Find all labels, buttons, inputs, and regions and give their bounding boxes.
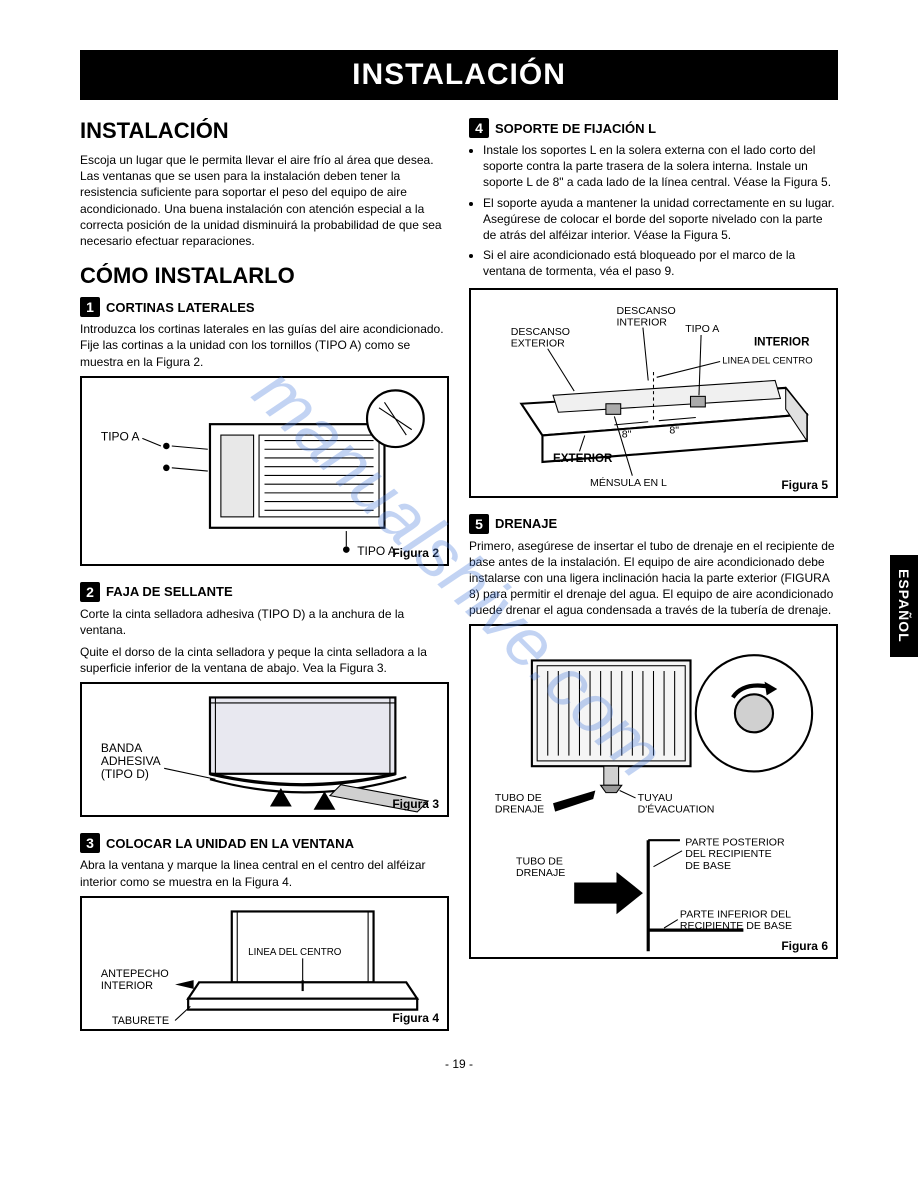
fig5-label-8a: 8": [622, 428, 632, 440]
figure-6-diagram: TUBO DEDRENAJE TUYAUD'ÉVACUATION TUBO DE…: [479, 634, 828, 967]
step2-text1: Corte la cinta selladora adhesiva (TIPO …: [80, 606, 449, 638]
fig6-label-tubo1: TUBO DEDRENAJE: [495, 793, 544, 817]
step2-text2: Quite el dorso de la cinta selladora y p…: [80, 644, 449, 676]
figure-3: BANDA ADHESIVA (TIPO D) Figura 3: [80, 682, 449, 817]
figure-5-diagram: 8" 8" DESCANSOEXTERIOR DESCANSOINTERIOR …: [479, 298, 828, 499]
step4-bullet-1: Instale los soportes L en la solera exte…: [483, 142, 838, 191]
heading-como-instalarlo: CÓMO INSTALARLO: [80, 263, 449, 289]
fig5-label-8b: 8": [669, 424, 679, 436]
left-column: INSTALACIÓN Escoja un lugar que le permi…: [80, 118, 449, 1047]
page-number: - 19 -: [80, 1057, 838, 1071]
step4-bullet-3: Si el aire acondicionado está bloqueado …: [483, 247, 838, 279]
figure-6-label: Figura 6: [781, 939, 828, 953]
fig5-label-desc-int: DESCANSOINTERIOR: [616, 304, 675, 328]
figure-5: 8" 8" DESCANSOEXTERIOR DESCANSOINTERIOR …: [469, 288, 838, 498]
fig6-label-parte-post: PARTE POSTERIOR DEL RECIPIENTE DE BASE: [685, 837, 787, 872]
step1-text: Introduzca los cortinas laterales en las…: [80, 321, 449, 370]
step2-title: FAJA DE SELLANTE: [106, 584, 233, 599]
intro-paragraph: Escoja un lugar que le permita llevar el…: [80, 152, 449, 249]
right-column: 4 SOPORTE DE FIJACIÓN L Instale los sopo…: [469, 118, 838, 1047]
step2-head: 2 FAJA DE SELLANTE: [80, 582, 449, 602]
page-main-title: INSTALACIÓN: [80, 58, 838, 92]
heading-instalacion: INSTALACIÓN: [80, 118, 449, 144]
figure-3-diagram: BANDA ADHESIVA (TIPO D): [90, 692, 439, 817]
drain-arrow-icon: [574, 872, 643, 914]
fig3-label-banda: BANDA ADHESIVA (TIPO D): [101, 741, 164, 781]
step4-number: 4: [469, 118, 489, 138]
step3-head: 3 COLOCAR LA UNIDAD EN LA VENTANA: [80, 833, 449, 853]
figure-4: LINEA DEL CENTRO ANTEPECHO INTERIOR TABU…: [80, 896, 449, 1031]
fig4-label-linea: LINEA DEL CENTRO: [248, 947, 342, 958]
step4-bullets: Instale los soportes L en la solera exte…: [469, 142, 838, 280]
step5-text: Primero, asegúrese de insertar el tubo d…: [469, 538, 838, 619]
figure-2: TIPO A TIPO A Figura 2: [80, 376, 449, 566]
fig5-label-exterior: EXTERIOR: [553, 451, 613, 464]
fig2-label-tipo-a-left: TIPO A: [101, 429, 140, 443]
figure-2-label: Figura 2: [392, 546, 439, 560]
step4-bullet-2: El soporte ayuda a mantener la unidad co…: [483, 195, 838, 244]
fig6-label-tubo2: TUBO DEDRENAJE: [516, 856, 565, 880]
fig6-label-parte-inf: PARTE INFERIOR DEL RECIPIENTE DE BASE: [680, 909, 794, 933]
step1-number: 1: [80, 297, 100, 317]
fig5-label-tipo-a: TIPO A: [685, 322, 720, 334]
fig4-label-taburete: TABURETE: [112, 1015, 169, 1027]
step4-head: 4 SOPORTE DE FIJACIÓN L: [469, 118, 838, 138]
figure-3-label: Figura 3: [392, 797, 439, 811]
figure-4-label: Figura 4: [392, 1011, 439, 1025]
step3-title: COLOCAR LA UNIDAD EN LA VENTANA: [106, 836, 354, 851]
step3-text: Abra la ventana y marque la linea centra…: [80, 857, 449, 889]
step2-number: 2: [80, 582, 100, 602]
step4-title: SOPORTE DE FIJACIÓN L: [495, 121, 656, 136]
figure-2-diagram: TIPO A TIPO A: [90, 386, 439, 571]
step5-head: 5 DRENAJE: [469, 514, 838, 534]
fig2-label-tipo-a-bottom: TIPO A: [357, 544, 396, 558]
fig5-label-linea: LINEA DEL CENTRO: [722, 355, 812, 366]
fig5-label-interior: INTERIOR: [754, 335, 810, 348]
main-title-bar: INSTALACIÓN: [80, 50, 838, 100]
step5-number: 5: [469, 514, 489, 534]
figure-5-label: Figura 5: [781, 478, 828, 492]
step1-head: 1 CORTINAS LATERALES: [80, 297, 449, 317]
step5-title: DRENAJE: [495, 516, 557, 531]
fig5-label-mensula: MÉNSULA EN L: [590, 476, 667, 489]
step1-title: CORTINAS LATERALES: [106, 300, 255, 315]
content-columns: INSTALACIÓN Escoja un lugar que le permi…: [80, 118, 838, 1047]
figure-6: TUBO DEDRENAJE TUYAUD'ÉVACUATION TUBO DE…: [469, 624, 838, 959]
figure-4-diagram: LINEA DEL CENTRO ANTEPECHO INTERIOR TABU…: [90, 906, 439, 1031]
fig5-label-desc-ext: DESCANSOEXTERIOR: [511, 326, 570, 350]
fig6-label-tuyau: TUYAUD'ÉVACUATION: [638, 793, 715, 817]
step3-number: 3: [80, 833, 100, 853]
language-tab: ESPAÑOL: [890, 555, 918, 657]
fig4-label-antepecho: ANTEPECHO INTERIOR: [101, 968, 172, 992]
